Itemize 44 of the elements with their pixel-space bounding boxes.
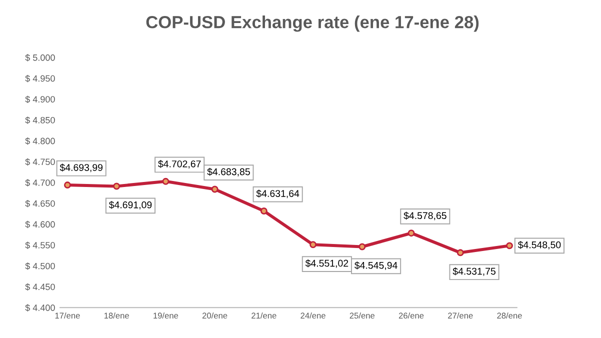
point	[113, 182, 120, 190]
data-label: $4.551,02	[305, 259, 348, 268]
x-tick-label: 20/ene	[202, 312, 228, 319]
data-label: $4.693,99	[60, 164, 103, 172]
data-label: $4.578,65	[404, 212, 446, 220]
data-label: $4.631,64	[256, 190, 300, 198]
x-tick-label: 26/ene	[398, 312, 424, 319]
y-tick-label: $ 4.450	[25, 283, 55, 291]
point	[211, 186, 218, 193]
data-label: $4.691,09	[108, 200, 152, 210]
x-tick-label: 21/ene	[252, 312, 276, 319]
y-tick-label: $ 4.600	[25, 220, 55, 228]
y-tick-label: $ 4.400	[25, 304, 55, 312]
y-tick-label: $ 4.750	[25, 158, 55, 166]
point	[64, 182, 71, 188]
x-tick-label: 27/ene	[448, 312, 473, 319]
point	[162, 178, 170, 185]
data-label: $4.683,85	[207, 168, 250, 176]
y-tick-label: $ 4.800	[25, 137, 55, 145]
point	[310, 241, 317, 248]
y-tick-label: $ 4.850	[25, 116, 55, 124]
x-tick-label: 25/ene	[350, 312, 375, 319]
x-tick-label: 19/ene	[154, 312, 178, 319]
y-tick-label: $ 4.900	[25, 96, 55, 104]
x-tick-label: 18/ene	[104, 312, 129, 319]
x-tick-label: 24/ene	[300, 312, 326, 319]
point	[506, 242, 513, 250]
y-tick-label: $ 4.500	[25, 262, 55, 270]
y-tick-label: $ 4.950	[25, 74, 55, 82]
chart-title: COP-USD Exchange rate (ene 17-ene 28)	[146, 16, 479, 32]
data-label: $4.531,75	[452, 267, 496, 276]
y-tick-label: $ 4.700	[25, 179, 55, 186]
point	[408, 230, 415, 237]
point	[456, 249, 464, 256]
y-tick-label: $ 4.650	[25, 200, 55, 208]
data-label: $4.545,94	[354, 262, 398, 270]
x-tick-label: 17/ene	[55, 312, 80, 319]
y-tick-label: $ 5.000	[25, 54, 55, 62]
point	[358, 243, 366, 250]
data-label: $4.548,50	[518, 240, 561, 250]
point	[260, 208, 268, 214]
y-tick-label: $ 4.550	[25, 242, 55, 249]
data-label: $4.702,67	[158, 160, 201, 168]
x-tick-label: 28/ene	[497, 312, 522, 319]
